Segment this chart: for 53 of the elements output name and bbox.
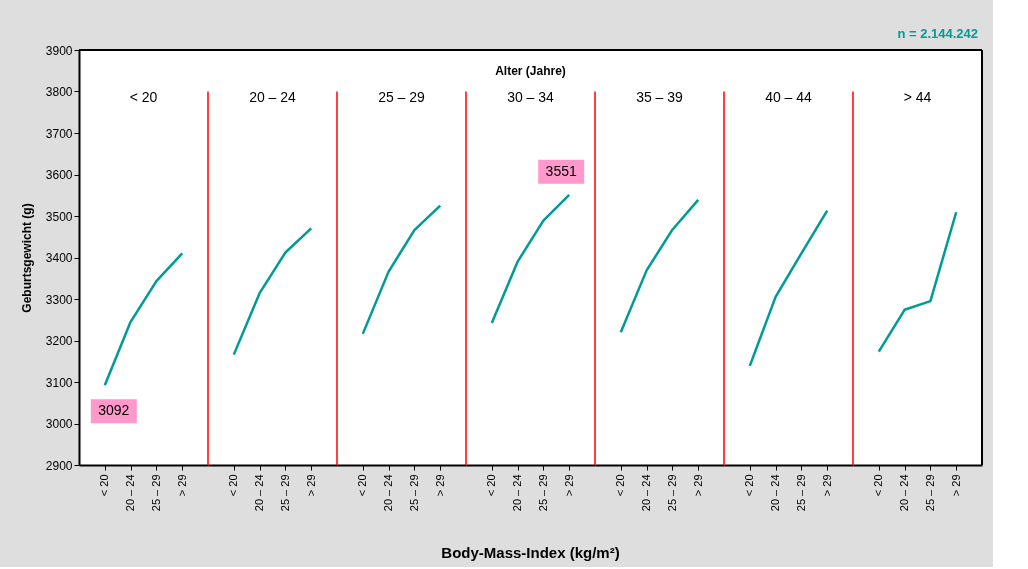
x-tick-label: 20 – 24 [640,474,653,512]
text: 20 – 24 [249,88,297,105]
x-tick-label: > 29 [175,474,188,497]
x-tick-label: > 29 [691,474,704,497]
x-tick-label: 20 – 24 [898,474,911,512]
x-tick-label: > 29 [304,474,317,497]
y-tick-label: 3800 [45,85,73,99]
x-tick-label: 20 – 24 [511,474,524,512]
x-tick-label: < 20 [98,474,111,497]
x-tick-label: < 20 [485,474,498,497]
y-tick-label: 3000 [45,417,73,431]
text: < 20 [129,88,158,105]
x-tick-label: < 20 [743,474,756,497]
x-axis-title: Body-Mass-Index (kg/m²) [441,544,620,561]
text: 40 – 44 [765,88,813,105]
x-tick-label: < 20 [614,474,627,497]
text: Alter (Jahre) [495,63,566,78]
x-tick-label: 25 – 29 [794,474,807,512]
y-tick-label: 3400 [45,251,73,265]
line-series [103,252,184,387]
annotation: 3551 [545,162,577,179]
x-tick-label: < 20 [356,474,369,497]
text: 25 – 29 [378,88,426,105]
y-tick-label: 3700 [45,126,73,141]
text: > 44 [903,88,932,105]
y-tick-label: 3200 [45,334,73,348]
y-tick-label: 3600 [45,168,73,182]
x-tick-label: > 29 [949,474,962,497]
y-tick-label: 3100 [45,375,73,390]
x-tick-label: < 20 [872,474,885,497]
y-tick-label: 2900 [45,458,73,473]
x-tick-label: 25 – 29 [665,474,678,512]
y-tick-label: 3500 [45,209,73,224]
annotation: 3092 [98,402,130,419]
x-tick-label: 25 – 29 [149,474,162,512]
x-tick-label: 25 – 29 [536,474,549,512]
x-tick-label: 20 – 24 [769,474,782,512]
x-tick-label: 25 – 29 [923,474,936,512]
x-tick-label: 20 – 24 [124,474,137,512]
x-tick-label: 20 – 24 [382,474,395,512]
x-tick-label: 20 – 24 [253,474,266,512]
y-tick-label: 3300 [45,292,73,307]
text: n = 2.144.242 [897,26,978,41]
x-tick-label: 25 – 29 [407,474,420,512]
text: 30 – 34 [507,88,555,105]
x-tick-label: > 29 [820,474,833,497]
y-axis-title: Geburtsgewicht (g) [19,203,34,313]
x-tick-label: < 20 [227,474,240,497]
x-tick-label: > 29 [433,474,446,497]
x-tick-label: 25 – 29 [278,474,291,512]
y-tick-label: 3900 [45,43,73,58]
x-tick-label: > 29 [562,474,575,497]
text: 35 – 39 [636,88,684,105]
